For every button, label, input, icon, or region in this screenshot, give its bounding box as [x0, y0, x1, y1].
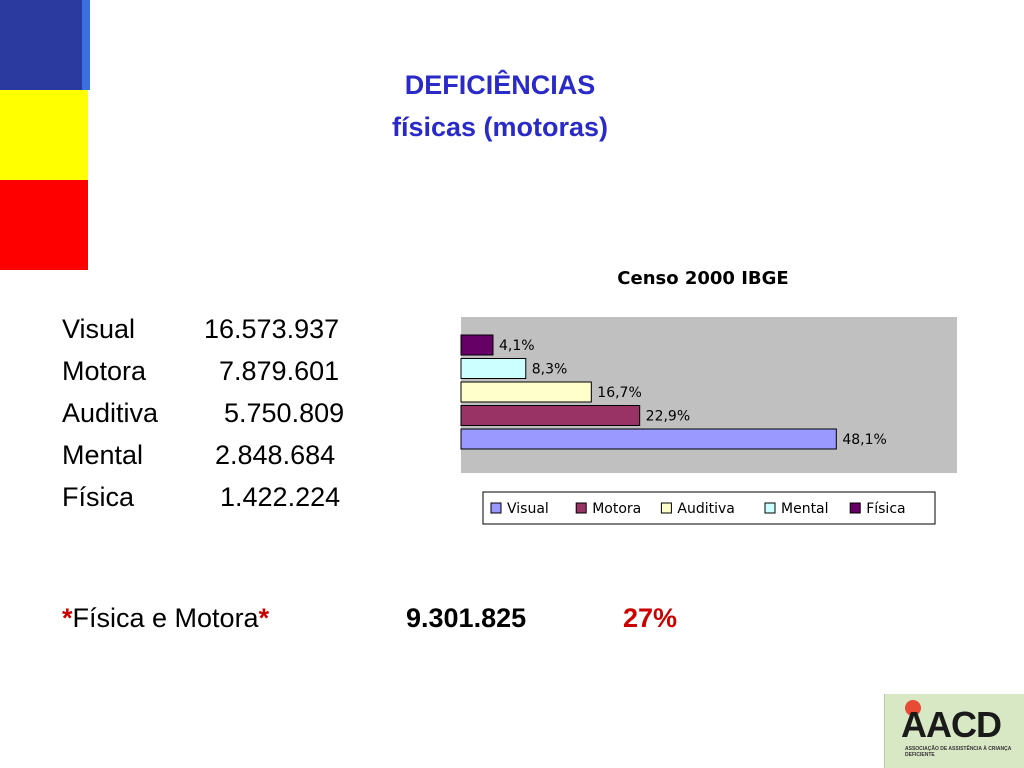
stat-value: 16.573.937 — [204, 314, 340, 344]
page-subtitle: físicas (motoras) — [391, 112, 609, 142]
bar-label-física: 4,1% — [499, 338, 535, 354]
decor-stripe-yellow — [0, 90, 88, 180]
stat-value: 1.422.224 — [220, 482, 341, 512]
legend-label-auditiva: Auditiva — [677, 501, 734, 517]
bar-label-auditiva: 16,7% — [597, 385, 641, 401]
bar-label-motora: 22,9% — [646, 409, 690, 425]
bar-label-visual: 48,1% — [842, 432, 886, 448]
logo-subtitle: ASSOCIAÇÃO DE ASSISTÊNCIA À CRIANÇA DEFI… — [905, 746, 1012, 758]
legend-label-motora: Motora — [592, 501, 641, 517]
legend-swatch-visual — [490, 502, 502, 514]
page-title: DEFICIÊNCIAS — [404, 70, 596, 100]
legend-swatch-auditiva — [660, 502, 672, 514]
legend-swatch-mental — [764, 502, 776, 514]
bar-motora — [460, 405, 641, 426]
stat-label: Visual — [62, 314, 136, 344]
stat-label: Física — [62, 482, 135, 512]
bar-visual — [460, 428, 837, 450]
summary-percent: 27% — [623, 603, 678, 633]
summary-label-text: Física e Motora — [72, 603, 259, 633]
legend-label-física: Física — [866, 501, 905, 517]
chart-title: Censo 2000 IBGE — [617, 268, 788, 289]
stat-value: 2.848.684 — [215, 440, 336, 470]
stat-value: 7.879.601 — [219, 356, 340, 386]
legend-swatch-física — [849, 502, 861, 514]
legend-swatch-motora — [575, 502, 587, 514]
bar-mental — [460, 358, 527, 379]
summary-label: *Física e Motora* — [62, 603, 269, 634]
summary-asterisk-left: * — [62, 603, 73, 633]
summary-total: 9.301.825 — [406, 603, 527, 633]
bar-label-mental: 8,3% — [532, 362, 568, 378]
aacd-logo: AACD ASSOCIAÇÃO DE ASSISTÊNCIA À CRIANÇA… — [884, 694, 1024, 768]
stat-value: 5.750.809 — [224, 398, 345, 428]
logo-head-icon — [905, 700, 921, 716]
bar-física — [460, 334, 494, 356]
stat-label: Mental — [62, 440, 144, 470]
decor-stripe-blue — [0, 0, 88, 90]
logo-name: AACD — [901, 704, 1002, 745]
decor-stripe-blue-edge — [82, 0, 90, 90]
legend-label-mental: Mental — [781, 501, 829, 517]
stat-label: Auditiva — [62, 398, 159, 428]
bar-auditiva — [460, 381, 592, 403]
bar-chart: Censo 2000 IBGE 48,1% 22,9% 16,7% 8,3% 4,1% Vi… — [460, 268, 957, 525]
stat-label: Motora — [62, 356, 147, 386]
summary-asterisk-right: * — [258, 603, 270, 633]
decor-stripe-red — [0, 180, 88, 270]
legend-label-visual: Visual — [507, 501, 549, 517]
